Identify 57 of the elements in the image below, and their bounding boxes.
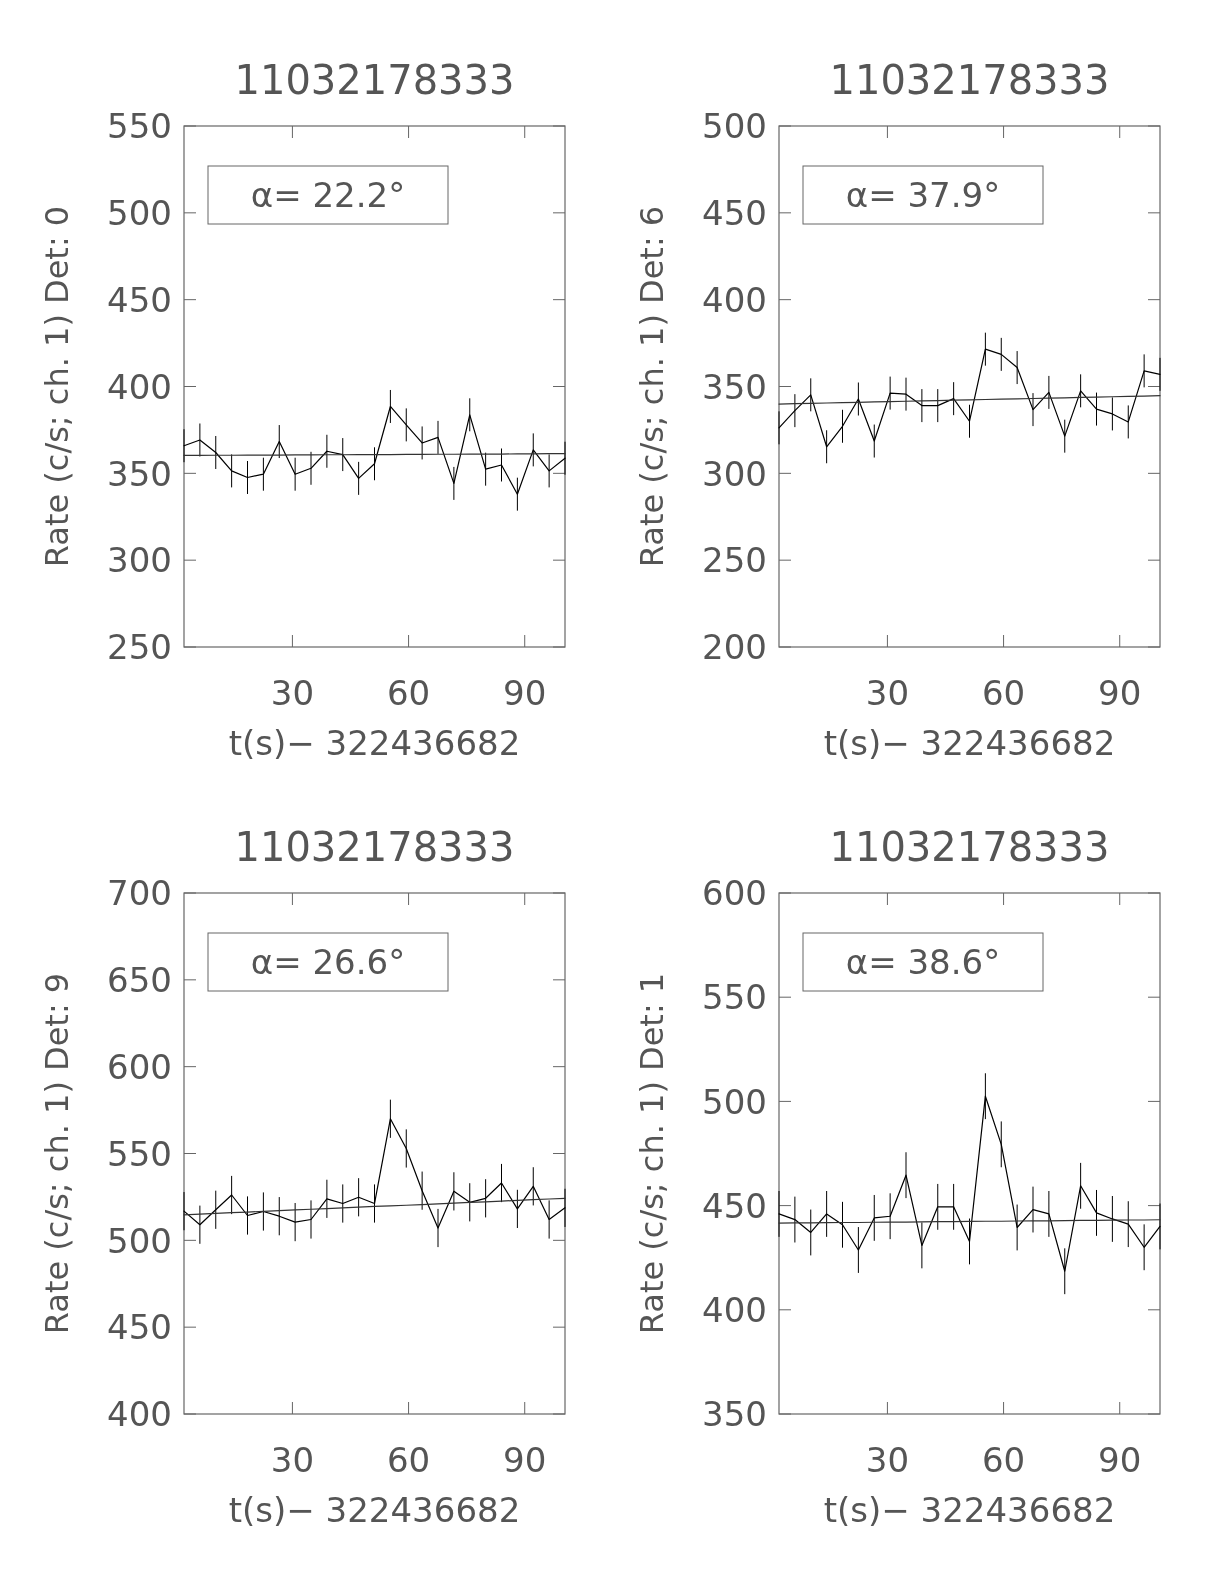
y-tick-label: 300 bbox=[702, 453, 767, 494]
y-tick-label: 700 bbox=[107, 873, 172, 914]
x-axis-title: t(s)− 322436682 bbox=[228, 1490, 521, 1530]
y-tick-label: 300 bbox=[107, 540, 172, 581]
x-tick-label: 90 bbox=[1098, 1440, 1142, 1480]
y-axis-title: Rate (c/s; ch. 1) Det: 0 bbox=[37, 205, 76, 568]
y-tick-label: 450 bbox=[702, 193, 767, 234]
line-series bbox=[778, 395, 1161, 405]
x-tick-label: 30 bbox=[865, 1440, 910, 1480]
y-tick-label: 400 bbox=[702, 1290, 767, 1331]
y-tick-label: 450 bbox=[107, 1307, 172, 1348]
y-tick-label: 500 bbox=[702, 106, 767, 147]
y-tick-label: 250 bbox=[107, 627, 172, 668]
chart-title: 11032178333 bbox=[234, 824, 515, 870]
x-tick-label: 60 bbox=[981, 673, 1026, 713]
annotation: α= 22.2° bbox=[250, 175, 406, 216]
y-tick-label: 400 bbox=[107, 366, 172, 407]
x-axis-title: t(s)− 322436682 bbox=[823, 1490, 1116, 1530]
y-tick-label: 600 bbox=[702, 873, 767, 914]
y-tick-label: 350 bbox=[702, 1394, 767, 1435]
y-tick-label: 400 bbox=[702, 279, 767, 320]
y-axis-title: Rate (c/s; ch. 1) Det: 1 bbox=[632, 972, 671, 1335]
annotation: α= 26.6° bbox=[250, 942, 406, 983]
x-tick-label: 90 bbox=[503, 1440, 547, 1480]
x-tick-label: 30 bbox=[270, 1440, 315, 1480]
y-axis-title: Rate (c/s; ch. 1) Det: 6 bbox=[632, 205, 671, 568]
chart-title: 11032178333 bbox=[829, 824, 1110, 870]
y-tick-label: 550 bbox=[107, 106, 172, 147]
x-tick-label: 90 bbox=[503, 673, 547, 713]
x-tick-label: 60 bbox=[386, 1440, 431, 1480]
x-tick-label: 30 bbox=[270, 673, 315, 713]
y-tick-label: 400 bbox=[107, 1394, 172, 1435]
chart-title: 11032178333 bbox=[829, 57, 1110, 103]
y-tick-label: 550 bbox=[702, 977, 767, 1018]
y-tick-label: 650 bbox=[107, 960, 172, 1001]
y-tick-label: 350 bbox=[702, 366, 767, 407]
x-tick-label: 90 bbox=[1098, 673, 1142, 713]
annotation: α= 37.9° bbox=[845, 175, 1001, 216]
chart-title: 11032178333 bbox=[234, 57, 515, 103]
x-axis-title: t(s)− 322436682 bbox=[228, 723, 521, 763]
x-tick-label: 60 bbox=[386, 673, 431, 713]
y-tick-label: 350 bbox=[107, 453, 172, 494]
y-axis-title: Rate (c/s; ch. 1) Det: 9 bbox=[37, 972, 76, 1335]
x-tick-label: 30 bbox=[865, 673, 910, 713]
y-tick-label: 500 bbox=[107, 1220, 172, 1261]
y-tick-label: 200 bbox=[702, 627, 767, 668]
x-tick-label: 60 bbox=[981, 1440, 1026, 1480]
x-axis-title: t(s)− 322436682 bbox=[823, 723, 1116, 763]
line-series bbox=[183, 1197, 566, 1216]
y-tick-label: 500 bbox=[107, 193, 172, 234]
y-tick-label: 600 bbox=[107, 1046, 172, 1087]
annotation: α= 38.6° bbox=[845, 942, 1001, 983]
y-tick-label: 500 bbox=[702, 1081, 767, 1122]
y-tick-label: 450 bbox=[107, 279, 172, 320]
y-tick-label: 250 bbox=[702, 540, 767, 581]
y-tick-label: 450 bbox=[702, 1185, 767, 1226]
y-tick-label: 550 bbox=[107, 1133, 172, 1174]
